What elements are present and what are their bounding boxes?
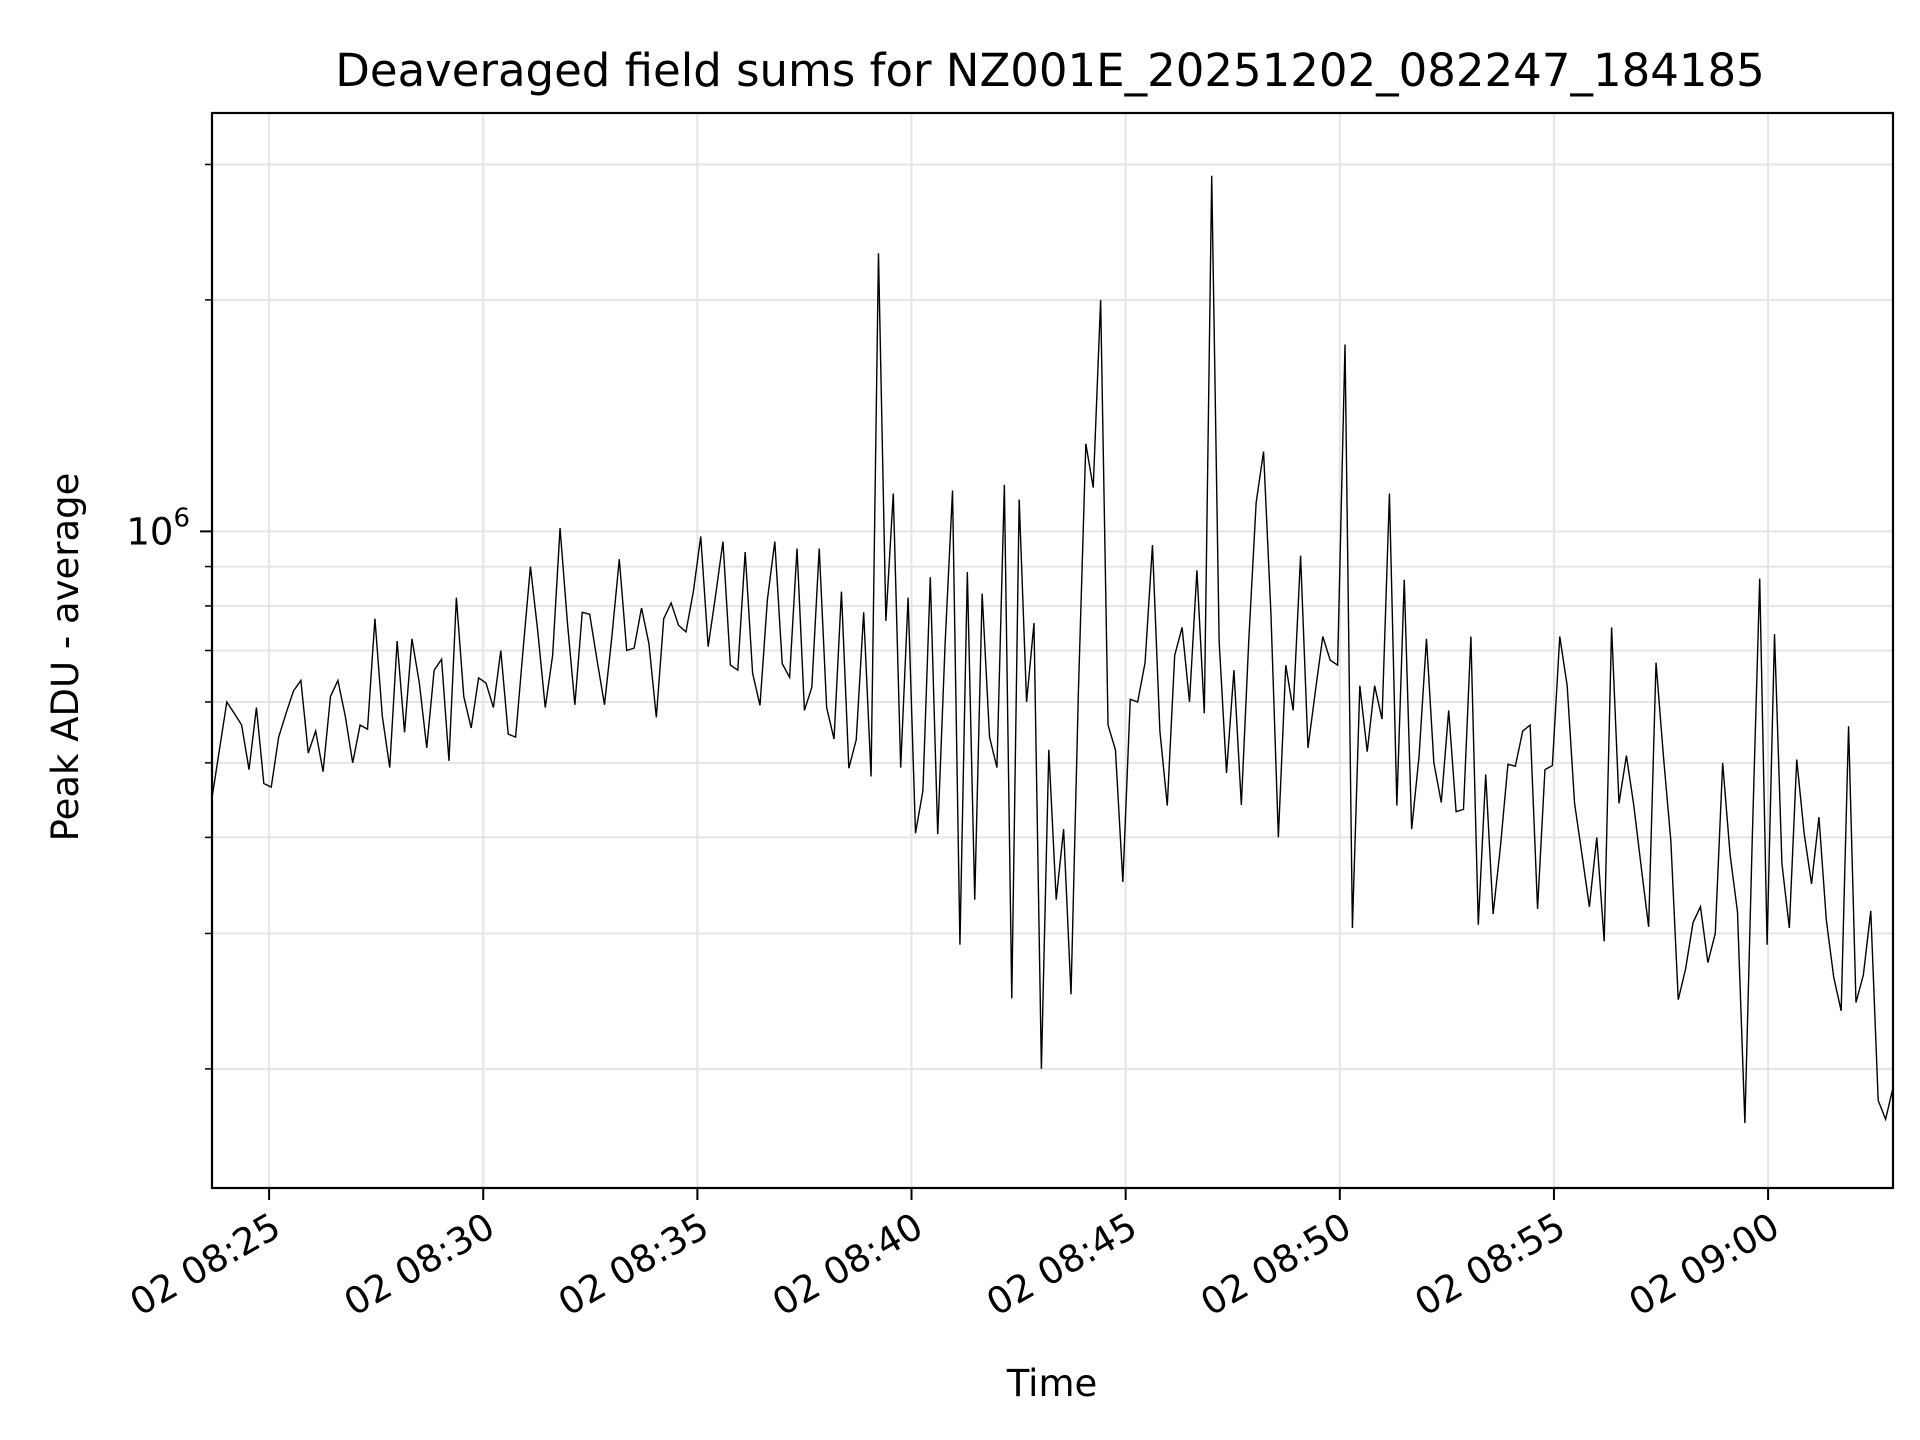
y-tick-exponent: 6: [173, 503, 190, 533]
y-tick-label: 106: [126, 503, 190, 553]
chart-title: Deaveraged field sums for NZ001E_2025120…: [335, 44, 1764, 97]
series-layer: [211, 175, 1894, 1124]
y-tick-base: 10: [126, 510, 173, 553]
series-line: [211, 175, 1894, 1124]
y-axis-label: Peak ADU - average: [44, 473, 87, 842]
y-axis: 106: [126, 163, 212, 1070]
x-axis-label: Time: [1006, 1362, 1098, 1405]
